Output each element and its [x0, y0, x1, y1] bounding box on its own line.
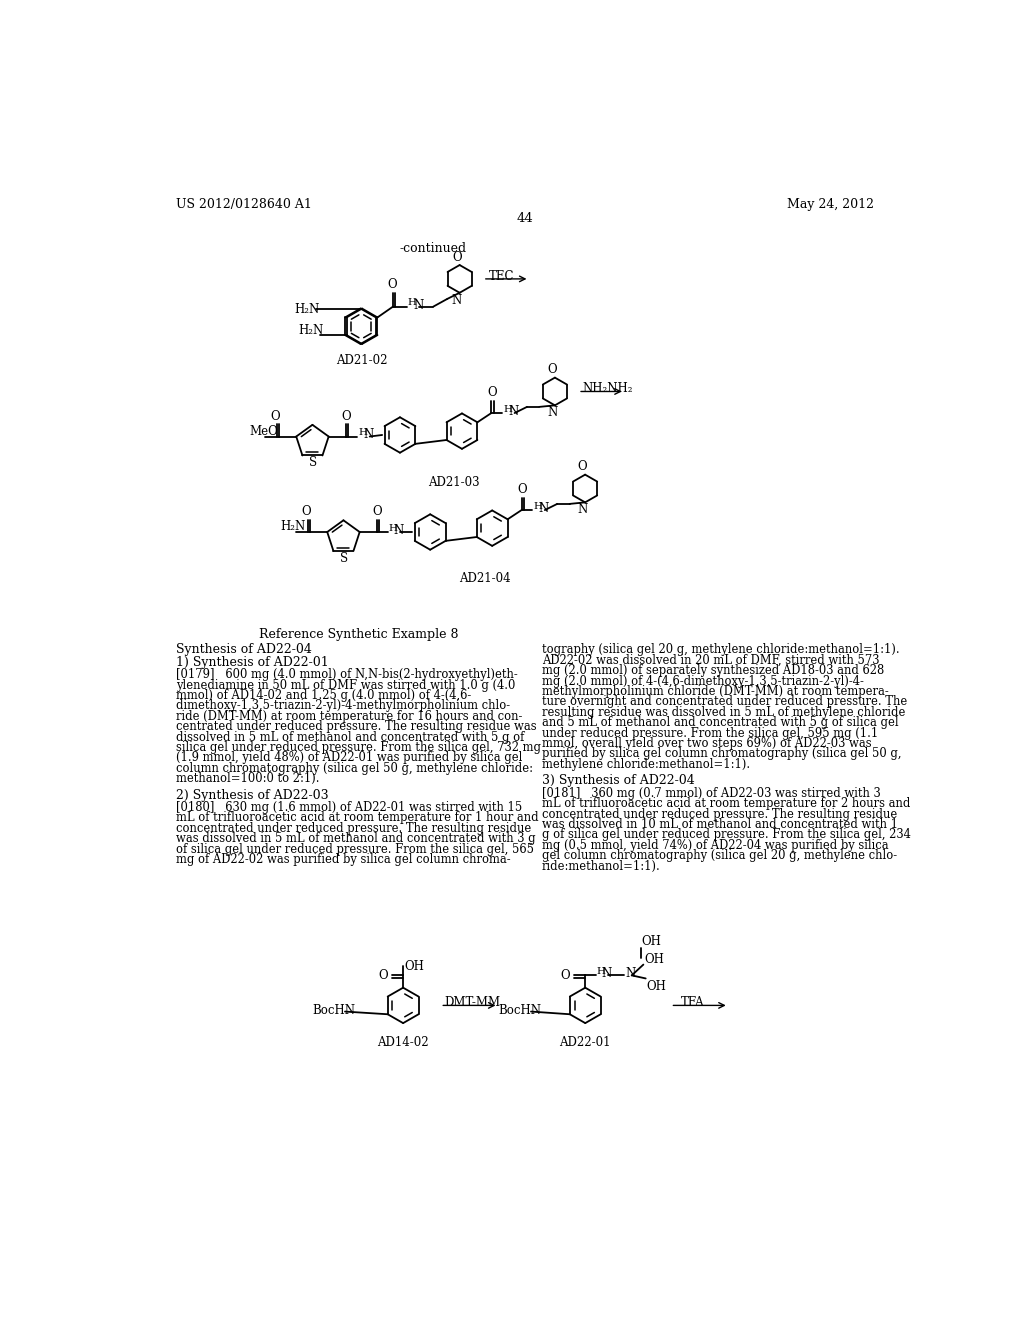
Text: mL of trifluoroacetic acid at room temperature for 1 hour and: mL of trifluoroacetic acid at room tempe…	[176, 812, 539, 825]
Text: AD14-02: AD14-02	[377, 1036, 429, 1049]
Text: H: H	[503, 405, 512, 413]
Text: O: O	[270, 409, 281, 422]
Text: [0179]   600 mg (4.0 mmol) of N,N-bis(2-hydroxyethyl)eth-: [0179] 600 mg (4.0 mmol) of N,N-bis(2-hy…	[176, 668, 518, 681]
Text: concentrated under reduced pressure. The resulting residue: concentrated under reduced pressure. The…	[542, 808, 897, 821]
Text: MeO: MeO	[250, 425, 279, 438]
Text: US 2012/0128640 A1: US 2012/0128640 A1	[176, 198, 312, 211]
Text: methylene chloride:methanol=1:1).: methylene chloride:methanol=1:1).	[542, 758, 750, 771]
Text: S: S	[340, 552, 348, 565]
Text: S: S	[309, 457, 317, 469]
Text: 1) Synthesis of AD22-01: 1) Synthesis of AD22-01	[176, 656, 329, 669]
Text: H: H	[534, 502, 542, 511]
Text: (1.9 mmol, yield 48%) of AD22-01 was purified by silica gel: (1.9 mmol, yield 48%) of AD22-01 was pur…	[176, 751, 522, 764]
Text: TFA: TFA	[681, 997, 705, 1010]
Text: [0180]   630 mg (1.6 mmol) of AD22-01 was stirred with 15: [0180] 630 mg (1.6 mmol) of AD22-01 was …	[176, 801, 522, 814]
Text: N: N	[364, 429, 374, 441]
Text: mmol) of AD14-02 and 1.25 g (4.0 mmol) of 4-(4,6-: mmol) of AD14-02 and 1.25 g (4.0 mmol) o…	[176, 689, 471, 702]
Text: OH: OH	[646, 979, 667, 993]
Text: O: O	[387, 279, 397, 292]
Text: OH: OH	[404, 960, 425, 973]
Text: mL of trifluoroacetic acid at room temperature for 2 hours and: mL of trifluoroacetic acid at room tempe…	[542, 797, 910, 810]
Text: AD22-01: AD22-01	[559, 1036, 611, 1049]
Text: 2) Synthesis of AD22-03: 2) Synthesis of AD22-03	[176, 788, 329, 801]
Text: NH₂NH₂: NH₂NH₂	[583, 383, 633, 395]
Text: O: O	[560, 969, 569, 982]
Text: 3) Synthesis of AD22-04: 3) Synthesis of AD22-04	[542, 775, 694, 788]
Text: H₂N: H₂N	[299, 323, 324, 337]
Text: column chromatography (silica gel 50 g, methylene chloride:: column chromatography (silica gel 50 g, …	[176, 762, 534, 775]
Text: H: H	[408, 298, 417, 308]
Text: O: O	[578, 461, 587, 473]
Text: purified by silica gel column chromatography (silica gel 50 g,: purified by silica gel column chromatogr…	[542, 747, 901, 760]
Text: N: N	[539, 502, 549, 515]
Text: Reference Synthetic Example 8: Reference Synthetic Example 8	[259, 628, 459, 642]
Text: DMT-MM: DMT-MM	[444, 997, 501, 1010]
Text: N: N	[413, 298, 423, 312]
Text: TEC: TEC	[489, 269, 515, 282]
Text: H: H	[597, 968, 606, 975]
Text: N: N	[601, 968, 611, 981]
Text: centrated under reduced pressure. The resulting residue was: centrated under reduced pressure. The re…	[176, 721, 537, 733]
Text: of silica gel under reduced pressure. From the silica gel, 565: of silica gel under reduced pressure. Fr…	[176, 842, 535, 855]
Text: ylenediamine in 50 mL of DMF was stirred with 1.0 g (4.0: ylenediamine in 50 mL of DMF was stirred…	[176, 678, 515, 692]
Text: ture overnight and concentrated under reduced pressure. The: ture overnight and concentrated under re…	[542, 696, 907, 709]
Text: H₂N: H₂N	[281, 520, 306, 533]
Text: O: O	[453, 251, 462, 264]
Text: mg of AD22-02 was purified by silica gel column chroma-: mg of AD22-02 was purified by silica gel…	[176, 853, 511, 866]
Text: OH: OH	[644, 953, 664, 966]
Text: silica gel under reduced pressure. From the silica gel, 732 mg: silica gel under reduced pressure. From …	[176, 741, 541, 754]
Text: N: N	[394, 524, 404, 537]
Text: AD21-04: AD21-04	[459, 572, 510, 585]
Text: ride:methanol=1:1).: ride:methanol=1:1).	[542, 859, 660, 873]
Text: ride (DMT-MM) at room temperature for 16 hours and con-: ride (DMT-MM) at room temperature for 16…	[176, 710, 522, 723]
Text: was dissolved in 5 mL of methanol and concentrated with 3 g: was dissolved in 5 mL of methanol and co…	[176, 832, 536, 845]
Text: mmol, overall yield over two steps 69%) of AD22-03 was: mmol, overall yield over two steps 69%) …	[542, 737, 871, 750]
Text: O: O	[342, 409, 351, 422]
Text: gel column chromatography (silica gel 20 g, methylene chlo-: gel column chromatography (silica gel 20…	[542, 849, 897, 862]
Text: AD21-02: AD21-02	[336, 354, 388, 367]
Text: tography (silica gel 20 g, methylene chloride:methanol=1:1).: tography (silica gel 20 g, methylene chl…	[542, 644, 899, 656]
Text: and 5 mL of methanol and concentrated with 5 g of silica gel: and 5 mL of methanol and concentrated wi…	[542, 717, 898, 729]
Text: BocHN: BocHN	[312, 1003, 355, 1016]
Text: methylmorpholinium chloride (DMT-MM) at room tempera-: methylmorpholinium chloride (DMT-MM) at …	[542, 685, 889, 698]
Text: -continued: -continued	[399, 242, 466, 255]
Text: was dissolved in 10 mL of methanol and concentrated with 1: was dissolved in 10 mL of methanol and c…	[542, 818, 898, 830]
Text: O: O	[517, 483, 527, 496]
Text: 44: 44	[516, 213, 534, 226]
Text: mg (2.0 mmol) of separately synthesized AD18-03 and 628: mg (2.0 mmol) of separately synthesized …	[542, 664, 884, 677]
Text: concentrated under reduced pressure. The resulting residue: concentrated under reduced pressure. The…	[176, 822, 531, 834]
Text: N: N	[508, 405, 518, 418]
Text: N: N	[578, 503, 588, 516]
Text: O: O	[487, 387, 497, 399]
Text: N: N	[626, 968, 636, 981]
Text: dimethoxy-1,3,5-triazin-2-yl)-4-methylmorpholinium chlo-: dimethoxy-1,3,5-triazin-2-yl)-4-methylmo…	[176, 700, 510, 713]
Text: O: O	[301, 506, 311, 519]
Text: Synthesis of AD22-04: Synthesis of AD22-04	[176, 644, 312, 656]
Text: May 24, 2012: May 24, 2012	[786, 198, 873, 211]
Text: O: O	[373, 506, 382, 519]
Text: N: N	[547, 407, 557, 420]
Text: AD22-02 was dissolved in 20 mL of DMF, stirred with 573: AD22-02 was dissolved in 20 mL of DMF, s…	[542, 653, 880, 667]
Text: mg (0.5 mmol, yield 74%) of AD22-04 was purified by silica: mg (0.5 mmol, yield 74%) of AD22-04 was …	[542, 838, 889, 851]
Text: AD21-03: AD21-03	[428, 477, 479, 490]
Text: methanol=100:0 to 2:1).: methanol=100:0 to 2:1).	[176, 772, 319, 785]
Text: O: O	[548, 363, 557, 376]
Text: H₂N: H₂N	[295, 304, 319, 317]
Text: O: O	[378, 969, 388, 982]
Text: BocHN: BocHN	[499, 1003, 542, 1016]
Text: N: N	[452, 293, 462, 306]
Text: H: H	[358, 428, 368, 437]
Text: g of silica gel under reduced pressure. From the silica gel, 234: g of silica gel under reduced pressure. …	[542, 829, 910, 841]
Text: OH: OH	[641, 935, 660, 948]
Text: resulting residue was dissolved in 5 mL of methylene chloride: resulting residue was dissolved in 5 mL …	[542, 706, 905, 719]
Text: under reduced pressure. From the silica gel, 595 mg (1.1: under reduced pressure. From the silica …	[542, 726, 879, 739]
Text: dissolved in 5 mL of methanol and concentrated with 5 g of: dissolved in 5 mL of methanol and concen…	[176, 730, 524, 743]
Text: [0181]   360 mg (0.7 mmol) of AD22-03 was stirred with 3: [0181] 360 mg (0.7 mmol) of AD22-03 was …	[542, 787, 881, 800]
Text: mg (2.0 mmol) of 4-(4,6-dimethoxy-1,3,5-triazin-2-yl)-4-: mg (2.0 mmol) of 4-(4,6-dimethoxy-1,3,5-…	[542, 675, 863, 688]
Text: H: H	[388, 524, 397, 533]
